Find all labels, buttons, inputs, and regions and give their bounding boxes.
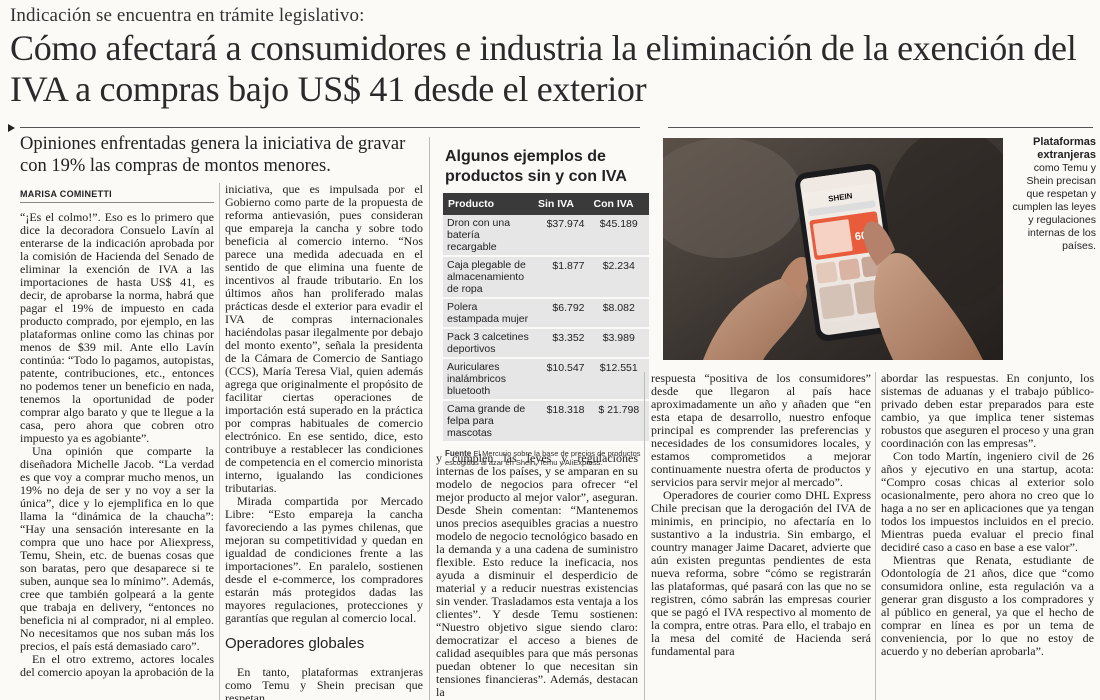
price-without-vat: $1.877 bbox=[533, 256, 589, 299]
table-row: Polera estampada mujer $6.792 $8.082 bbox=[443, 298, 649, 329]
price-without-vat: $37.974 bbox=[533, 215, 589, 257]
app-name-text: SHEIN bbox=[828, 191, 854, 203]
paragraph: Mientras que Renata, estudiante de Odont… bbox=[881, 553, 1094, 658]
price-with-vat: $3.989 bbox=[588, 328, 649, 359]
section-heading: Operadores globales bbox=[225, 635, 365, 652]
table-row: Dron con una batería recargable $37.974 … bbox=[443, 215, 649, 257]
table-header: Sin IVA bbox=[533, 193, 589, 215]
price-without-vat: $18.318 bbox=[533, 400, 589, 443]
article-column-1: “¡Es el colmo!”. Eso es lo primero que d… bbox=[20, 211, 214, 700]
price-without-vat: $3.352 bbox=[533, 328, 589, 359]
products-box: Algunos ejemplos de productos sin y con … bbox=[436, 137, 649, 467]
column-divider bbox=[219, 183, 220, 700]
column-divider bbox=[429, 137, 430, 700]
divider bbox=[20, 127, 640, 128]
product-name: Caja plegable de almacenamiento de ropa bbox=[443, 256, 533, 299]
product-name: Dron con una batería recargable bbox=[443, 215, 533, 257]
subhead: Opiniones enfrentadas genera la iniciati… bbox=[20, 134, 406, 176]
paragraph: Mirada compartida por Mercado Libre: “Es… bbox=[225, 494, 423, 625]
photo-caption: Plataformas extranjeras como Temu y Shei… bbox=[1008, 136, 1096, 253]
table-row: Caja plegable de almacenamiento de ropa … bbox=[443, 256, 649, 299]
paragraph: y cumplen las leyes y regulaciones inter… bbox=[436, 452, 638, 699]
byline: MARISA COMINETTI bbox=[20, 189, 112, 199]
paragraph: Con todo Martín, ingeniero civil de 26 a… bbox=[881, 449, 1094, 554]
headline: Cómo afectará a consumidores e industria… bbox=[10, 28, 1077, 109]
divider bbox=[668, 127, 1093, 128]
product-name: Pack 3 calcetines deportivos bbox=[443, 328, 533, 359]
paragraph: En tanto, plataformas extranjeras como T… bbox=[225, 665, 423, 700]
source-label: Fuente bbox=[445, 449, 472, 458]
article-column-2: iniciativa, que es impulsada por el Gobi… bbox=[225, 183, 423, 700]
price-with-vat: $2.234 bbox=[588, 256, 649, 299]
caption-text: como Temu y Shein precisan que respetan … bbox=[1012, 162, 1096, 252]
paragraph: En el otro extremo, actores locales del … bbox=[20, 652, 214, 679]
divider bbox=[20, 202, 214, 203]
phone-in-hands-image: SHEIN 60% bbox=[663, 138, 1003, 360]
column-divider bbox=[644, 372, 645, 700]
price-with-vat: $ 21.798 bbox=[588, 400, 649, 443]
price-without-vat: $10.547 bbox=[533, 358, 589, 401]
table-row: Cama grande de felpa para mascotas $18.3… bbox=[443, 400, 649, 443]
price-with-vat: $45.189 bbox=[588, 215, 649, 257]
caption-title: Plataformas extranjeras bbox=[1033, 136, 1096, 161]
article-column-4: respuesta “positiva de los consumidores”… bbox=[651, 372, 871, 700]
price-with-vat: $12.551 bbox=[588, 358, 649, 401]
paragraph: Una opinión que comparte la diseñadora M… bbox=[20, 444, 214, 653]
paragraph: iniciativa, que es impulsada por el Gobi… bbox=[225, 183, 423, 495]
source-text: El Mercurio sobre la base de precios de … bbox=[445, 449, 641, 467]
subhead-arrow-icon bbox=[8, 124, 15, 132]
products-table: Producto Sin IVA Con IVA Dron con una ba… bbox=[443, 193, 649, 443]
product-name: Polera estampada mujer bbox=[443, 298, 533, 329]
table-row: Pack 3 calcetines deportivos $3.352 $3.9… bbox=[443, 328, 649, 359]
table-source: Fuente El Mercurio sobre la base de prec… bbox=[445, 449, 648, 467]
table-row: Auriculares inalámbricos bluetooth $10.5… bbox=[443, 358, 649, 401]
article-column-5: abordar las respuestas. En conjunto, los… bbox=[881, 372, 1094, 700]
table-header: Con IVA bbox=[588, 193, 649, 215]
price-with-vat: $8.082 bbox=[588, 298, 649, 329]
kicker: Indicación se encuentra en trámite legis… bbox=[10, 5, 365, 26]
article-photo: SHEIN 60% bbox=[663, 138, 1003, 360]
table-header: Producto bbox=[443, 193, 533, 215]
product-name: Cama grande de felpa para mascotas bbox=[443, 400, 533, 443]
box-title: Algunos ejemplos de productos sin y con … bbox=[445, 148, 627, 185]
product-name: Auriculares inalámbricos bluetooth bbox=[443, 358, 533, 401]
paragraph: respuesta “positiva de los consumidores”… bbox=[651, 372, 871, 489]
article-column-3: y cumplen las leyes y regulaciones inter… bbox=[436, 452, 638, 700]
paragraph: Operadores de courier como DHL Express C… bbox=[651, 488, 871, 658]
column-divider bbox=[875, 372, 876, 700]
paragraph: abordar las respuestas. En conjunto, los… bbox=[881, 372, 1094, 450]
price-without-vat: $6.792 bbox=[533, 298, 589, 329]
paragraph: “¡Es el colmo!”. Eso es lo primero que d… bbox=[20, 211, 214, 445]
